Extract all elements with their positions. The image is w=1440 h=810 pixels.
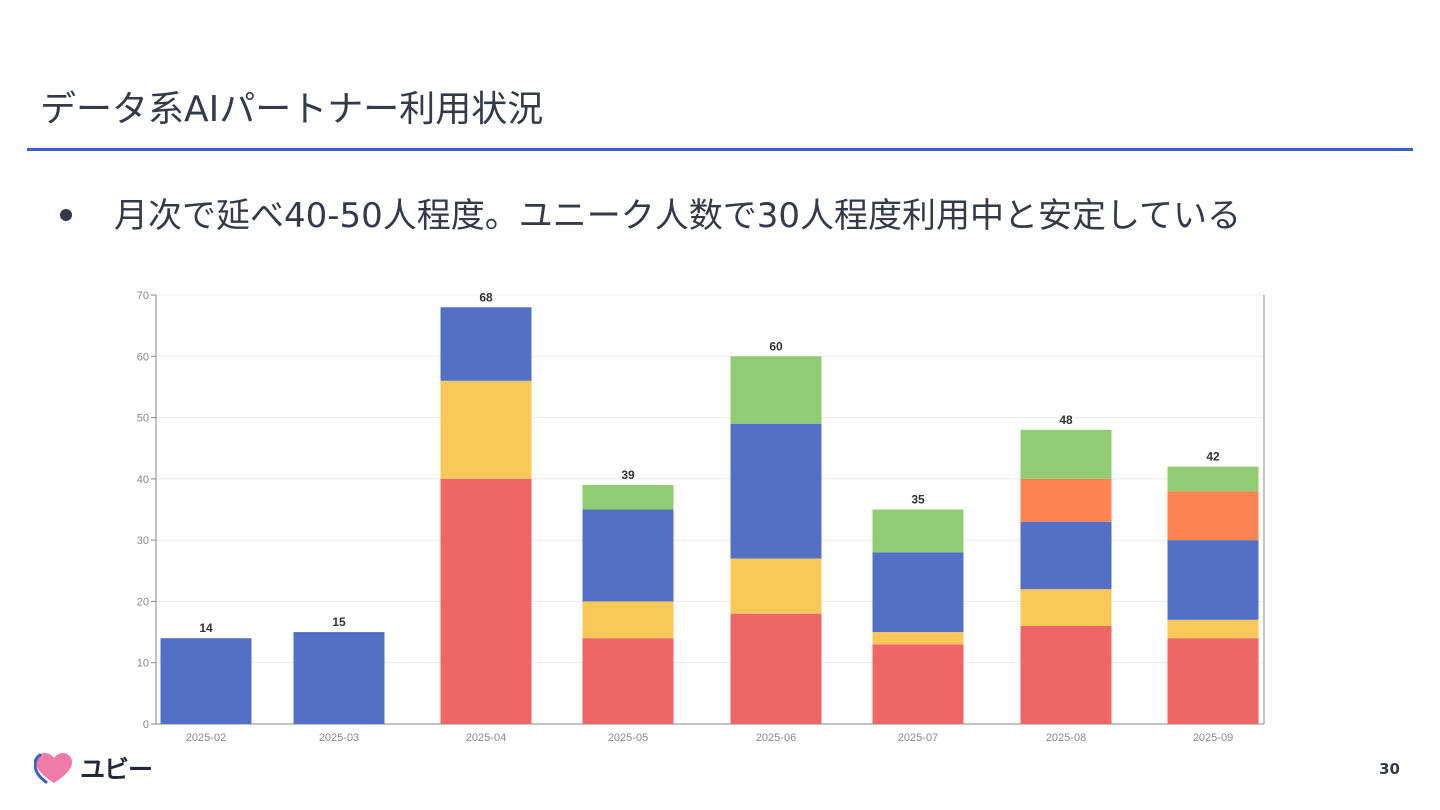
title-divider bbox=[27, 148, 1413, 151]
bar-segment-blue-2025-04 bbox=[440, 307, 532, 381]
bar-segment-yellow-2025-08 bbox=[1020, 589, 1112, 626]
x-tick-label: 2025-09 bbox=[1193, 732, 1233, 744]
bar-segment-blue-2025-03 bbox=[293, 632, 385, 724]
logo-text: ユビー bbox=[80, 755, 153, 784]
bar-segment-red-2025-07 bbox=[872, 644, 964, 724]
bar-segment-blue-2025-08 bbox=[1020, 521, 1112, 590]
x-tick-label: 2025-03 bbox=[319, 732, 359, 744]
bar-segment-green-2025-09 bbox=[1167, 466, 1259, 492]
bar-segment-yellow-2025-05 bbox=[582, 601, 674, 639]
bullet-text: 月次で延べ40-50人程度。ユニーク人数で30人程度利用中と安定している bbox=[114, 196, 1242, 236]
bar-segment-yellow-2025-09 bbox=[1167, 619, 1259, 639]
bar-segment-green-2025-08 bbox=[1020, 429, 1112, 479]
bar-total-label: 68 bbox=[479, 290, 493, 304]
bar-segment-red-2025-06 bbox=[730, 613, 822, 724]
bullet-item: 月次で延べ40-50人程度。ユニーク人数で30人程度利用中と安定している bbox=[60, 188, 1241, 237]
y-tick-label: 30 bbox=[137, 535, 149, 547]
heart-logo-icon bbox=[34, 753, 72, 784]
y-tick-label: 10 bbox=[137, 658, 149, 670]
bar-segment-blue-2025-09 bbox=[1167, 540, 1259, 620]
x-tick-label: 2025-02 bbox=[186, 732, 226, 744]
bar-segment-green-2025-06 bbox=[730, 356, 822, 424]
x-tick-label: 2025-06 bbox=[756, 732, 796, 744]
y-tick-label: 40 bbox=[137, 474, 149, 486]
slide-title: データ系AIパートナー利用状況 bbox=[40, 89, 544, 130]
bar-segment-yellow-2025-07 bbox=[872, 632, 964, 645]
bar-segment-red-2025-04 bbox=[440, 478, 532, 724]
bar-total-label: 15 bbox=[332, 615, 346, 629]
bar-segment-blue-2025-02 bbox=[160, 638, 252, 724]
x-tick-label: 2025-08 bbox=[1046, 732, 1086, 744]
x-tick-label: 2025-05 bbox=[608, 732, 648, 744]
bar-segment-green-2025-05 bbox=[582, 484, 674, 510]
bar-segment-green-2025-07 bbox=[872, 509, 964, 553]
y-tick-label: 50 bbox=[137, 413, 149, 425]
bar-segment-blue-2025-06 bbox=[730, 423, 822, 559]
y-tick-label: 60 bbox=[137, 351, 149, 363]
y-tick-label: 20 bbox=[137, 596, 149, 608]
bar-segment-blue-2025-05 bbox=[582, 509, 674, 602]
bar-total-label: 42 bbox=[1206, 450, 1220, 464]
page-number: 30 bbox=[1379, 760, 1400, 778]
x-tick-label: 2025-04 bbox=[466, 732, 506, 744]
bullet-dot-icon bbox=[60, 208, 72, 221]
bar-segment-orange-2025-09 bbox=[1167, 491, 1259, 541]
y-tick-label: 0 bbox=[143, 719, 149, 731]
y-tick-label: 70 bbox=[137, 290, 149, 302]
x-tick-label: 2025-07 bbox=[898, 732, 938, 744]
bar-segment-orange-2025-08 bbox=[1020, 478, 1112, 522]
bar-total-label: 48 bbox=[1059, 413, 1073, 427]
bar-total-label: 14 bbox=[199, 621, 213, 635]
bar-total-label: 39 bbox=[621, 468, 635, 482]
bar-segment-red-2025-08 bbox=[1020, 625, 1112, 724]
bar-segment-yellow-2025-04 bbox=[440, 380, 532, 479]
bar-segment-blue-2025-07 bbox=[872, 552, 964, 633]
bar-total-label: 35 bbox=[911, 493, 925, 507]
bar-segment-red-2025-09 bbox=[1167, 638, 1259, 724]
bar-segment-yellow-2025-06 bbox=[730, 558, 822, 614]
bar-segment-red-2025-05 bbox=[582, 638, 674, 724]
brand-logo: ユビー bbox=[34, 750, 153, 786]
bar-total-label: 60 bbox=[769, 339, 783, 353]
